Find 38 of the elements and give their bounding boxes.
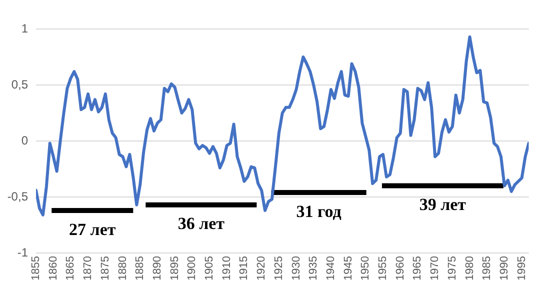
x-tick-label: 1900 (186, 256, 198, 280)
x-tick-label: 1985 (481, 256, 494, 280)
x-tick-label: 1885 (134, 256, 146, 280)
y-tick-label: 1 (21, 21, 28, 36)
x-tick-label: 1970 (429, 256, 442, 280)
x-tick-label: 1935 (308, 256, 320, 280)
x-tick-label: 1860 (47, 256, 60, 280)
x-tick-label: 1870 (82, 256, 94, 280)
x-tick-label: 1950 (360, 256, 372, 280)
x-tick-label: 1890 (151, 256, 164, 280)
x-tick-label: 1920 (256, 256, 268, 280)
y-tick-label: 0 (21, 133, 28, 148)
x-tick-label: 1940 (324, 256, 337, 280)
x-tick-label: 1960 (394, 256, 406, 280)
annotation: 27 лет (69, 220, 116, 239)
annotation: 39 лет (419, 195, 467, 214)
x-tick-label: 1875 (99, 256, 112, 280)
x-tick-label: 1915 (238, 256, 250, 280)
x-tick-label: 1910 (220, 256, 233, 280)
x-tick-label: 1945 (342, 256, 354, 280)
x-tick-label: 1955 (377, 256, 390, 280)
annotation: 36 лет (178, 214, 226, 234)
annotation: 31 год (296, 202, 342, 221)
x-tick-label: 1965 (412, 256, 424, 280)
x-tick-label: 1990 (498, 256, 510, 280)
x-tick-label: 1995 (516, 256, 528, 280)
x-tick-label: 1865 (64, 256, 77, 280)
x-tick-label: 1880 (116, 256, 129, 280)
x-tick-label: 1930 (290, 256, 302, 280)
x-tick-label: 1975 (446, 256, 458, 280)
x-tick-label: 1895 (168, 256, 181, 280)
x-tick-label: 1855 (30, 256, 42, 280)
x-tick-label: 1980 (464, 256, 476, 280)
y-tick-label: 0,5 (11, 77, 28, 92)
x-tick-label: 1925 (272, 256, 285, 280)
x-tick-label: 1905 (204, 256, 216, 280)
y-tick-label: -1 (17, 245, 28, 260)
y-tick-label: -0,5 (7, 189, 28, 204)
